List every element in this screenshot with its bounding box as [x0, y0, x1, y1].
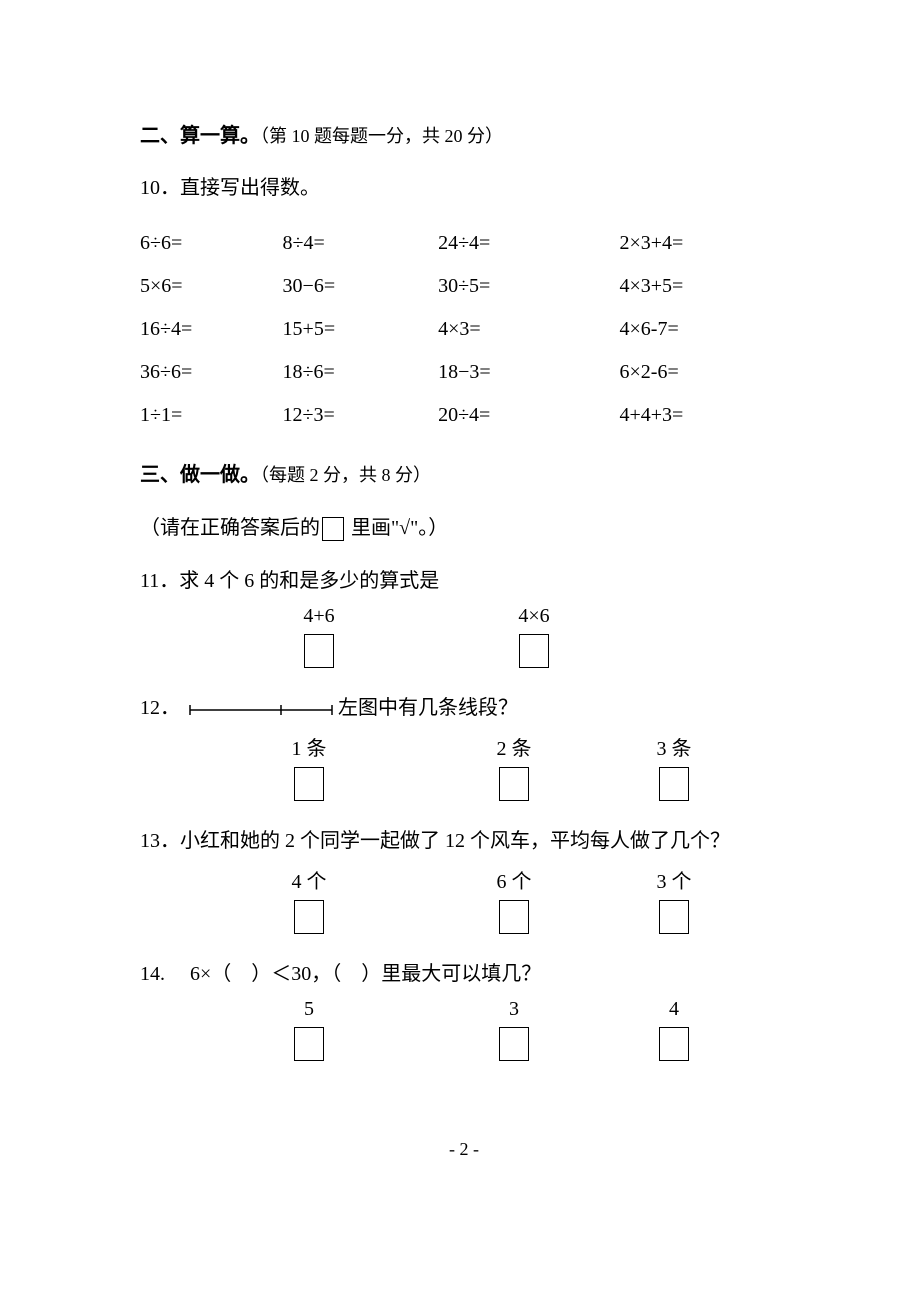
table-row: 36÷6= 18÷6= 18−3= 6×2-6= — [140, 351, 788, 394]
arith-cell: 4×3= — [438, 308, 619, 351]
q13-option: 6 个 — [414, 865, 614, 940]
q14-options: 5 3 4 — [204, 998, 788, 1067]
answer-box[interactable] — [499, 1027, 529, 1061]
table-row: 16÷4= 15+5= 4×3= 4×6-7= — [140, 308, 788, 351]
arith-cell: 6÷6= — [140, 222, 283, 265]
q11-stem: 11．求 4 个 6 的和是多少的算式是 — [140, 563, 788, 599]
arithmetic-table: 6÷6= 8÷4= 24÷4= 2×3+4= 5×6= 30−6= 30÷5= … — [140, 222, 788, 437]
option-label: 2 条 — [414, 732, 614, 761]
answer-box[interactable] — [294, 900, 324, 934]
answer-box[interactable] — [659, 1027, 689, 1061]
arith-cell: 12÷3= — [283, 394, 439, 437]
q11-options: 4+6 4×6 — [204, 605, 788, 674]
arith-cell: 15+5= — [283, 308, 439, 351]
option-label: 3 条 — [614, 732, 734, 761]
option-label: 3 个 — [614, 865, 734, 894]
option-label: 4 个 — [204, 865, 414, 894]
section-3-points: （每题 2 分，共 8 分） — [260, 465, 431, 485]
option-label: 3 — [414, 998, 614, 1021]
section-2-header: 二、算一算。（第 10 题每题一分，共 20 分） — [140, 120, 788, 152]
q13-option: 3 个 — [614, 865, 734, 940]
q12-option: 2 条 — [414, 732, 614, 807]
instr-after: 里画"√"。） — [346, 517, 448, 539]
arith-cell: 30÷5= — [438, 265, 619, 308]
section-3-header: 三、做一做。（每题 2 分，共 8 分） — [140, 459, 788, 491]
q12-stem: 12． 左图中有几条线段？ — [140, 690, 788, 726]
q13-option: 4 个 — [204, 865, 414, 940]
answer-box[interactable] — [294, 1027, 324, 1061]
option-label: 6 个 — [414, 865, 614, 894]
option-label: 1 条 — [204, 732, 414, 761]
q14-stem: 14. 6×（ ）＜30，（ ）里最大可以填几？ — [140, 956, 788, 992]
table-row: 6÷6= 8÷4= 24÷4= 2×3+4= — [140, 222, 788, 265]
arith-cell: 16÷4= — [140, 308, 283, 351]
answer-box[interactable] — [304, 634, 334, 668]
arith-cell: 18÷6= — [283, 351, 439, 394]
q10-stem: 10．直接写出得数。 — [140, 172, 788, 204]
line-segment-diagram — [186, 703, 336, 717]
table-row: 1÷1= 12÷3= 20÷4= 4+4+3= — [140, 394, 788, 437]
answer-box[interactable] — [499, 767, 529, 801]
q12-tail: 左图中有几条线段？ — [338, 697, 518, 719]
answer-box[interactable] — [499, 900, 529, 934]
arith-cell: 6×2-6= — [620, 351, 789, 394]
answer-box[interactable] — [519, 634, 549, 668]
arith-cell: 18−3= — [438, 351, 619, 394]
q14-option: 4 — [614, 998, 734, 1067]
q12-option: 1 条 — [204, 732, 414, 807]
arith-cell: 5×6= — [140, 265, 283, 308]
q11-option: 4×6 — [434, 605, 634, 674]
section-2-title: 二、算一算。 — [140, 125, 260, 147]
q12-options: 1 条 2 条 3 条 — [204, 732, 788, 807]
arith-cell: 30−6= — [283, 265, 439, 308]
instr-before: （请在正确答案后的 — [140, 517, 320, 539]
q13-stem: 13．小红和她的 2 个同学一起做了 12 个风车，平均每人做了几个？ — [140, 823, 788, 859]
section-3-instruction: （请在正确答案后的 里画"√"。） — [140, 511, 788, 541]
q13: 13．小红和她的 2 个同学一起做了 12 个风车，平均每人做了几个？ 4 个 … — [140, 823, 788, 940]
arith-cell: 2×3+4= — [620, 222, 789, 265]
answer-box[interactable] — [659, 900, 689, 934]
q12-option: 3 条 — [614, 732, 734, 807]
table-row: 5×6= 30−6= 30÷5= 4×3+5= — [140, 265, 788, 308]
arith-cell: 1÷1= — [140, 394, 283, 437]
section-3-title: 三、做一做。 — [140, 464, 260, 486]
arith-cell: 24÷4= — [438, 222, 619, 265]
arith-cell: 36÷6= — [140, 351, 283, 394]
arith-cell: 4×6-7= — [620, 308, 789, 351]
q14-option: 3 — [414, 998, 614, 1067]
q14-option: 5 — [204, 998, 414, 1067]
q11: 11．求 4 个 6 的和是多少的算式是 4+6 4×6 — [140, 563, 788, 674]
section-2-points: （第 10 题每题一分，共 20 分） — [260, 126, 503, 146]
checkbox-icon — [322, 517, 344, 541]
q14: 14. 6×（ ）＜30，（ ）里最大可以填几？ 5 3 4 — [140, 956, 788, 1067]
arith-cell: 8÷4= — [283, 222, 439, 265]
answer-box[interactable] — [294, 767, 324, 801]
option-label: 4 — [614, 998, 734, 1021]
q12-num: 12． — [140, 697, 180, 719]
q13-options: 4 个 6 个 3 个 — [204, 865, 788, 940]
option-label: 4+6 — [204, 605, 434, 628]
q11-option: 4+6 — [204, 605, 434, 674]
arith-cell: 4+4+3= — [620, 394, 789, 437]
arith-cell: 20÷4= — [438, 394, 619, 437]
page-number: - 2 - — [140, 1139, 788, 1160]
arith-cell: 4×3+5= — [620, 265, 789, 308]
option-label: 5 — [204, 998, 414, 1021]
q12: 12． 左图中有几条线段？ 1 条 2 条 3 条 — [140, 690, 788, 807]
answer-box[interactable] — [659, 767, 689, 801]
option-label: 4×6 — [434, 605, 634, 628]
